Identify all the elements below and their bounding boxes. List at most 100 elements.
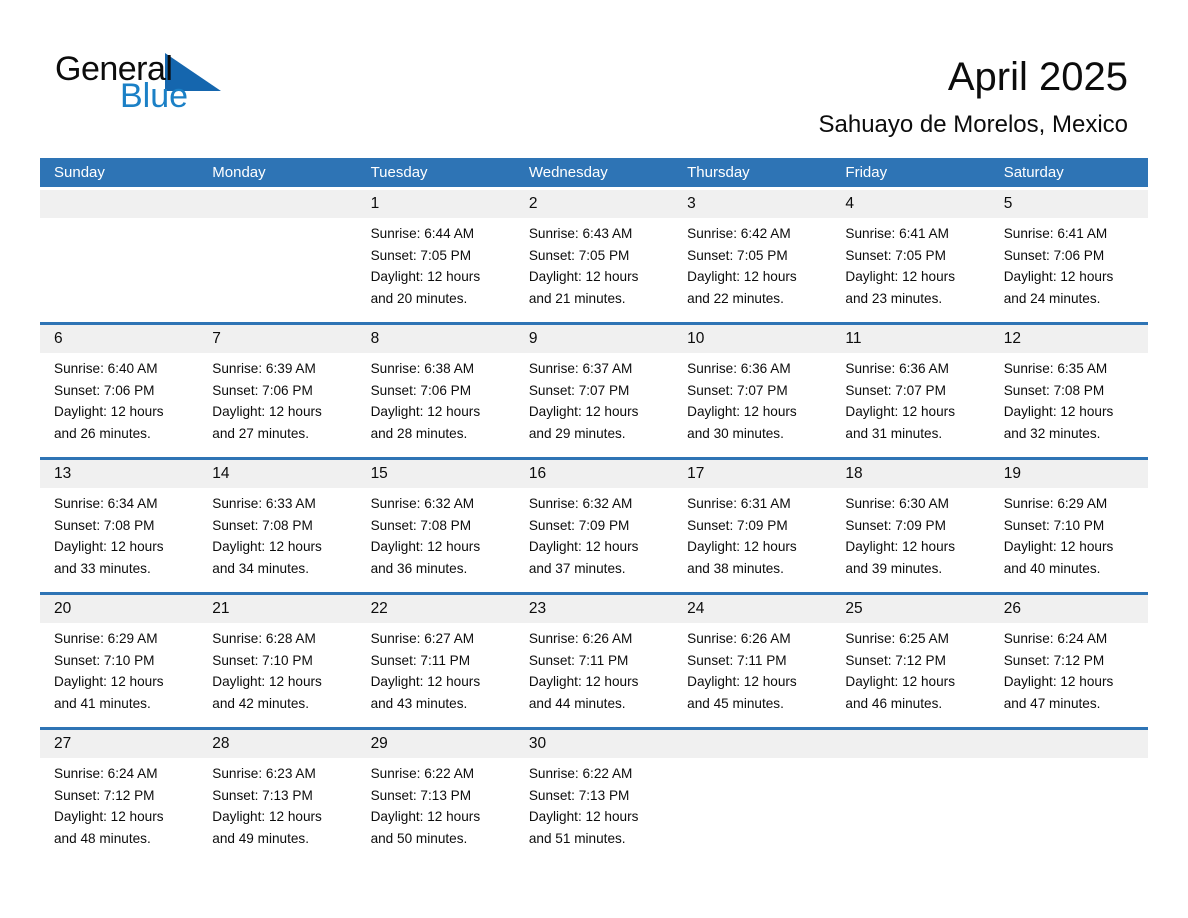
sunset-text: Sunset: 7:11 PM xyxy=(528,652,629,668)
sunrise-text: Sunrise: 6:26 AM xyxy=(687,631,791,646)
sunrise-text: Sunrise: 6:33 AM xyxy=(212,496,316,511)
day-cell-2: 2 Sunrise: 6:43 AM Sunset: 7:05 PM Daylight… xyxy=(514,190,674,322)
day-cell-25: 25 Sunrise: 6:25 AM Sunset: 7:12 PM Dayligh… xyxy=(831,595,990,727)
month-title: April 2025 xyxy=(947,55,1128,99)
sunrise-text: Sunrise: 6:31 AM xyxy=(687,496,791,511)
daylight-text: Daylight: 12 hours and 40 minutes. xyxy=(1003,539,1114,577)
day-cell-15: 15 Sunrise: 6:32 AM Sunset: 7:08 PM Dayligh… xyxy=(356,460,515,592)
day-number xyxy=(198,190,357,218)
daylight-text: Daylight: 12 hours and 49 minutes. xyxy=(212,809,322,847)
day-cell-23: 23 Sunrise: 6:26 AM Sunset: 7:11 PM Dayligh… xyxy=(514,595,674,727)
day-cell-20: 20 Sunrise: 6:29 AM Sunset: 7:10 PM Dayligh… xyxy=(40,595,199,727)
day-details: Sunrise: 6:37 AM Sunset: 7:07 PM Daylight:… xyxy=(515,353,673,457)
day-details xyxy=(673,758,831,862)
day-number: 25 xyxy=(831,595,990,623)
sunset-text: Sunset: 7:10 PM xyxy=(1003,517,1105,533)
general-blue-logo: General Blue xyxy=(55,50,285,120)
day-cell-13: 13 Sunrise: 6:34 AM Sunset: 7:08 PM Dayligh… xyxy=(40,460,199,592)
sunrise-text: Sunrise: 6:24 AM xyxy=(54,766,158,781)
day-details: Sunrise: 6:22 AM Sunset: 7:13 PM Daylight:… xyxy=(357,758,515,862)
sunset-text: Sunset: 7:12 PM xyxy=(54,787,155,803)
sunset-text: Sunset: 7:05 PM xyxy=(845,247,946,263)
day-number: 21 xyxy=(198,595,357,623)
day-number: 10 xyxy=(673,325,832,353)
day-cell-26: 26 Sunrise: 6:24 AM Sunset: 7:12 PM Dayligh… xyxy=(989,595,1148,727)
day-cell-4: 4 Sunrise: 6:41 AM Sunset: 7:05 PM Daylight… xyxy=(831,190,990,322)
day-details xyxy=(40,218,198,322)
sunrise-text: Sunrise: 6:23 AM xyxy=(212,766,316,781)
sunset-text: Sunset: 7:05 PM xyxy=(370,247,472,263)
weekday-tuesday: Tuesday xyxy=(370,164,428,181)
day-number: 16 xyxy=(514,460,674,488)
week-row-1: 1 Sunrise: 6:44 AM Sunset: 7:05 PM Daylight… xyxy=(40,190,1148,322)
day-number xyxy=(673,730,832,758)
day-details: Sunrise: 6:35 AM Sunset: 7:08 PM Daylight:… xyxy=(990,353,1148,457)
daylight-text: Daylight: 12 hours and 47 minutes. xyxy=(1003,674,1114,712)
sunset-text: Sunset: 7:07 PM xyxy=(528,382,630,398)
day-cell-8: 8 Sunrise: 6:38 AM Sunset: 7:06 PM Daylight… xyxy=(356,325,515,457)
daylight-text: Daylight: 12 hours and 24 minutes. xyxy=(1003,269,1114,307)
day-cell-3: 3 Sunrise: 6:42 AM Sunset: 7:05 PM Daylight… xyxy=(673,190,832,322)
page-header: General Blue April 2025 Sahuayo de Morel… xyxy=(0,0,1188,144)
weekday-sunday: Sunday xyxy=(54,164,105,181)
daylight-text: Daylight: 12 hours and 50 minutes. xyxy=(370,809,481,847)
sunrise-text: Sunrise: 6:40 AM xyxy=(54,361,158,376)
day-cell-21: 21 Sunrise: 6:28 AM Sunset: 7:10 PM Dayligh… xyxy=(198,595,357,727)
sunset-text: Sunset: 7:07 PM xyxy=(687,382,788,398)
day-details: Sunrise: 6:28 AM Sunset: 7:10 PM Daylight:… xyxy=(198,623,356,727)
sunrise-text: Sunrise: 6:41 AM xyxy=(845,226,949,241)
daylight-text: Daylight: 12 hours and 34 minutes. xyxy=(212,539,322,577)
week-row-2: 6 Sunrise: 6:40 AM Sunset: 7:06 PM Daylight… xyxy=(40,322,1148,457)
day-details: Sunrise: 6:42 AM Sunset: 7:05 PM Daylight:… xyxy=(673,218,831,322)
day-details: Sunrise: 6:33 AM Sunset: 7:08 PM Daylight:… xyxy=(198,488,356,592)
daylight-text: Daylight: 12 hours and 33 minutes. xyxy=(54,539,164,577)
day-number: 20 xyxy=(40,595,199,623)
weekday-monday: Monday xyxy=(212,164,266,181)
sunset-text: Sunset: 7:12 PM xyxy=(845,652,946,668)
daylight-text: Daylight: 12 hours and 29 minutes. xyxy=(528,404,639,442)
day-details: Sunrise: 6:36 AM Sunset: 7:07 PM Daylight:… xyxy=(831,353,989,457)
sunset-text: Sunset: 7:11 PM xyxy=(687,652,787,668)
daylight-text: Daylight: 12 hours and 36 minutes. xyxy=(370,539,481,577)
day-number: 28 xyxy=(198,730,357,758)
daylight-text: Daylight: 12 hours and 41 minutes. xyxy=(54,674,164,712)
day-cell-empty xyxy=(40,190,199,322)
daylight-text: Daylight: 12 hours and 48 minutes. xyxy=(54,809,164,847)
sunrise-text: Sunrise: 6:43 AM xyxy=(528,226,633,241)
day-cell-empty xyxy=(198,190,357,322)
day-cell-empty xyxy=(673,730,832,862)
day-details: Sunrise: 6:36 AM Sunset: 7:07 PM Daylight:… xyxy=(673,353,831,457)
day-number: 14 xyxy=(198,460,357,488)
weekday-saturday: Saturday xyxy=(1003,164,1064,181)
day-number: 2 xyxy=(514,190,674,218)
sunrise-text: Sunrise: 6:22 AM xyxy=(528,766,633,781)
logo-text-general: General xyxy=(55,50,173,88)
day-number xyxy=(989,730,1148,758)
sunrise-text: Sunrise: 6:28 AM xyxy=(212,631,316,646)
daylight-text: Daylight: 12 hours and 20 minutes. xyxy=(370,269,481,307)
sunrise-text: Sunrise: 6:36 AM xyxy=(845,361,949,376)
day-number: 9 xyxy=(514,325,674,353)
week-row-3: 13 Sunrise: 6:34 AM Sunset: 7:08 PM Dayligh… xyxy=(40,457,1148,592)
sunset-text: Sunset: 7:06 PM xyxy=(212,382,313,398)
day-details: Sunrise: 6:34 AM Sunset: 7:08 PM Daylight:… xyxy=(40,488,198,592)
sunset-text: Sunset: 7:09 PM xyxy=(528,517,630,533)
day-cell-empty xyxy=(989,730,1148,862)
sunset-text: Sunset: 7:08 PM xyxy=(1003,382,1105,398)
daylight-text: Daylight: 12 hours and 30 minutes. xyxy=(687,404,797,442)
day-details: Sunrise: 6:32 AM Sunset: 7:08 PM Daylight:… xyxy=(357,488,515,592)
day-number: 15 xyxy=(356,460,515,488)
sunrise-text: Sunrise: 6:42 AM xyxy=(687,226,791,241)
day-details xyxy=(831,758,989,862)
sunrise-text: Sunrise: 6:36 AM xyxy=(687,361,791,376)
day-number: 17 xyxy=(673,460,832,488)
day-number: 26 xyxy=(989,595,1148,623)
day-cell-30: 30 Sunrise: 6:22 AM Sunset: 7:13 PM Dayligh… xyxy=(514,730,674,862)
sunset-text: Sunset: 7:05 PM xyxy=(528,247,630,263)
sunset-text: Sunset: 7:06 PM xyxy=(54,382,155,398)
weeks-container: 1 Sunrise: 6:44 AM Sunset: 7:05 PM Daylight… xyxy=(40,190,1148,862)
daylight-text: Daylight: 12 hours and 28 minutes. xyxy=(370,404,481,442)
day-cell-9: 9 Sunrise: 6:37 AM Sunset: 7:07 PM Daylight… xyxy=(514,325,674,457)
day-details: Sunrise: 6:29 AM Sunset: 7:10 PM Daylight:… xyxy=(40,623,198,727)
calendar-table: Sunday Monday Tuesday Wednesday Thursday Frid… xyxy=(40,158,1148,862)
